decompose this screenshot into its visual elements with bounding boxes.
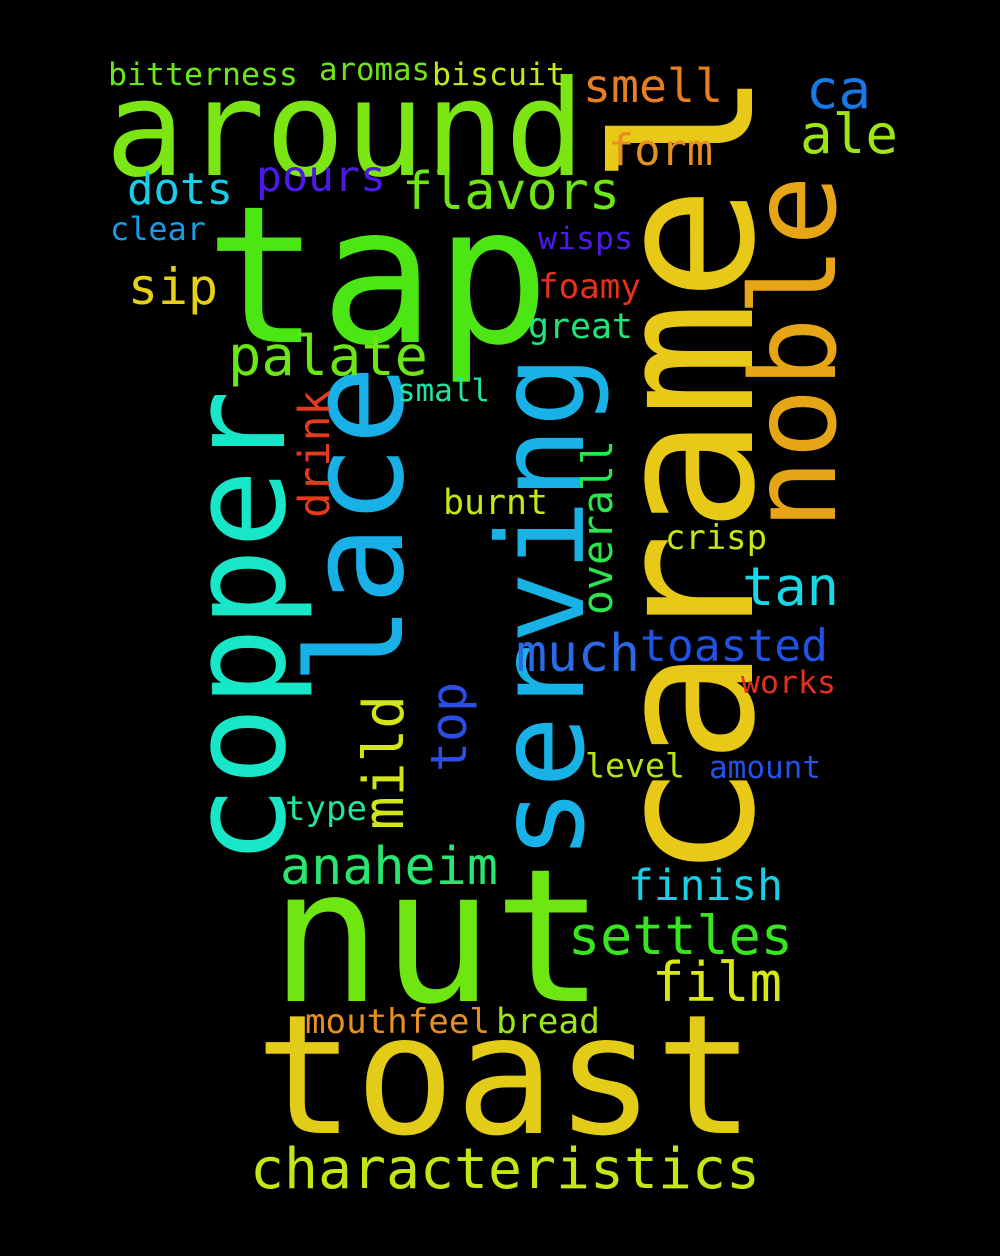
word-top: top (420, 682, 479, 772)
word-tap: tap (205, 165, 550, 388)
word-around: around (105, 52, 585, 207)
word-palate: palate (228, 324, 428, 389)
word-dots: dots (127, 164, 233, 216)
word-finish: finish (628, 861, 783, 912)
word-works: works (741, 665, 836, 702)
word-drink: drink (290, 390, 340, 518)
word-amount: amount (709, 749, 821, 786)
word-bitterness: bitterness (108, 57, 298, 94)
word-smell: smell (583, 58, 723, 113)
word-ale: ale (800, 102, 898, 166)
word-settles: settles (568, 903, 793, 967)
word-anaheim: anaheim (280, 837, 498, 898)
word-foamy: foamy (538, 267, 641, 308)
word-sip: sip (128, 258, 218, 317)
word-toast: toast (255, 980, 755, 1174)
word-characteristics: characteristics (250, 1137, 760, 1203)
word-pours: pours (256, 152, 386, 203)
word-noble: noble (726, 175, 864, 530)
word-mouthfeel: mouthfeel (305, 1002, 490, 1043)
word-bread: bread (496, 1002, 600, 1043)
word-form: form (608, 126, 713, 177)
word-type: type (285, 789, 367, 830)
word-much: much (516, 624, 640, 685)
word-overall: overall (572, 440, 622, 615)
word-toasted: toasted (640, 620, 828, 673)
word-great: great (528, 307, 633, 348)
word-tan: tan (742, 555, 839, 619)
word-aromas: aromas (319, 51, 430, 88)
word-nut: nut (270, 828, 605, 1045)
word-biscuit: biscuit (432, 57, 565, 94)
word-small: small (397, 372, 490, 409)
word-crisp: crisp (665, 517, 767, 557)
word-clear: clear (110, 210, 206, 249)
word-flavors: flavors (402, 161, 620, 222)
word-wisps: wisps (538, 221, 633, 258)
word-burnt: burnt (443, 483, 548, 524)
word-ca: ca (806, 58, 871, 121)
word-film: film (652, 950, 782, 1014)
word-level: level (585, 745, 685, 785)
